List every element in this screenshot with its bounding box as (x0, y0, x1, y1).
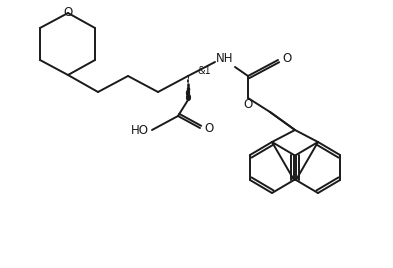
Text: O: O (282, 51, 291, 65)
Text: O: O (63, 6, 73, 20)
Text: HO: HO (131, 124, 149, 136)
Text: O: O (204, 121, 213, 135)
Text: NH: NH (216, 51, 234, 65)
Text: &1: &1 (197, 66, 211, 76)
Text: O: O (243, 99, 253, 111)
